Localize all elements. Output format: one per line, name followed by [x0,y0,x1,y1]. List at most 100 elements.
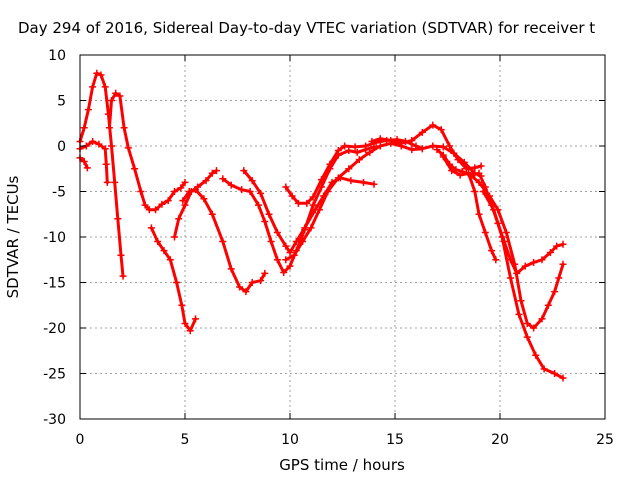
data-point-plus-marker [248,279,256,286]
data-point-plus-marker [511,260,519,268]
series-trace [221,145,376,274]
data-point-plus-marker [347,177,355,185]
data-point-plus-marker [257,189,265,197]
data-point-plus-marker [546,248,554,256]
data-point-plus-marker [326,160,334,168]
data-point-plus-marker [145,206,153,214]
y-tick-label: -10 [43,230,66,246]
y-tick-label: 5 [57,94,66,110]
y-tick-label: -5 [52,185,66,201]
data-point-plus-marker [255,201,262,209]
y-axis-label: SDTVAR / TECUs [4,175,22,298]
data-point-plus-marker [257,277,265,285]
data-point-plus-marker [479,188,487,195]
data-point-plus-marker [418,145,426,153]
data-point-plus-marker [158,200,166,208]
data-point-plus-marker [532,351,540,359]
data-point-plus-marker [376,135,384,143]
grid [80,55,605,419]
data-series [465,169,500,264]
data-point-plus-marker [477,162,485,170]
data-point-plus-marker [551,288,559,296]
data-point-plus-marker [498,233,506,241]
data-point-plus-marker [376,142,384,150]
data-point-plus-marker [530,258,538,266]
data-point-plus-marker [465,169,472,177]
x-tick-label: 25 [596,432,614,448]
data-point-plus-marker [95,140,103,148]
data-series [147,224,199,335]
data-point-plus-marker [471,164,479,172]
data-point-plus-marker [185,188,193,195]
data-point-plus-marker [119,272,127,280]
data-point-plus-marker [540,365,548,373]
data-point-plus-marker [108,97,115,104]
data-point-plus-marker [462,165,470,173]
data-point-plus-marker [112,89,120,97]
data-point-plus-marker [80,124,88,132]
data-point-plus-marker [93,69,101,77]
data-point-plus-marker [538,315,546,323]
x-tick-label: 10 [281,432,299,448]
data-point-plus-marker [301,224,309,232]
data-point-plus-marker [551,370,559,377]
data-point-plus-marker [488,247,496,255]
chart-title: Day 294 of 2016, Sidereal Day-to-day VTE… [18,19,595,37]
data-point-plus-marker [273,256,281,264]
data-point-plus-marker [408,137,416,145]
data-point-plus-marker [160,247,168,255]
data-point-plus-marker [152,206,160,214]
data-point-plus-marker [294,199,302,207]
data-point-plus-marker [555,274,563,282]
data-point-plus-marker [117,251,125,259]
data-point-plus-marker [538,256,546,264]
data-point-plus-marker [507,274,514,282]
data-point-plus-marker [208,169,216,177]
data-point-plus-marker [280,268,288,276]
data-point-plus-marker [89,83,97,91]
data-point-plus-marker [334,147,342,155]
data-point-plus-marker [439,143,447,151]
y-tick-label: 0 [57,139,66,155]
data-point-plus-marker [114,215,122,223]
data-point-plus-marker [521,262,529,270]
data-point-plus-marker [448,167,456,175]
series-layer [76,69,567,382]
data-point-plus-marker [334,174,342,182]
data-point-plus-marker [446,142,454,150]
data-point-plus-marker [397,139,405,147]
data-point-plus-marker [97,71,105,79]
data-point-plus-marker [475,178,483,186]
data-point-plus-marker [267,238,275,246]
data-point-plus-marker [303,199,311,207]
y-tick-label: 10 [48,48,66,64]
data-point-plus-marker [181,319,189,327]
data-point-plus-marker [544,301,552,309]
data-point-plus-marker [105,124,113,132]
data-point-plus-marker [186,327,194,335]
data-point-plus-marker [131,165,139,173]
data-point-plus-marker [227,265,235,273]
data-point-plus-marker [286,262,294,270]
x-tick-label: 15 [386,432,404,448]
data-point-plus-marker [515,310,523,318]
data-point-plus-marker [288,192,296,200]
data-series [105,89,189,214]
data-point-plus-marker [559,374,567,382]
data-point-plus-marker [282,242,290,250]
x-tick-label: 0 [76,432,85,448]
data-point-plus-marker [362,142,370,150]
data-point-plus-marker [141,201,149,209]
data-point-plus-marker [481,228,489,236]
data-point-plus-marker [355,156,363,164]
x-axis-label: GPS time / hours [279,456,405,474]
data-point-plus-marker [475,169,483,177]
data-point-plus-marker [265,210,273,218]
data-point-plus-marker [523,319,531,327]
data-point-plus-marker [490,206,498,214]
data-point-plus-marker [166,256,174,264]
data-point-plus-marker [370,180,378,188]
data-point-plus-marker [454,156,462,164]
data-point-plus-marker [324,188,332,195]
